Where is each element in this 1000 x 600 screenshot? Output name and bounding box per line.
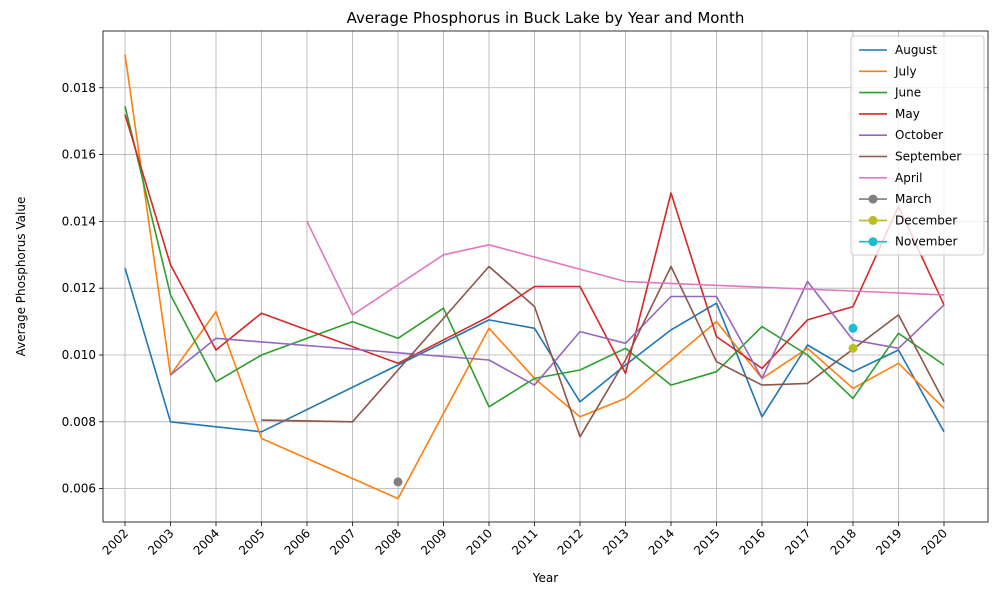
series-line bbox=[261, 265, 945, 438]
series-december bbox=[848, 343, 858, 353]
legend-label: June bbox=[894, 86, 921, 100]
series-october bbox=[169, 280, 945, 386]
data-point bbox=[848, 323, 858, 333]
y-axis: 0.006 0.008 0.010 0.012 0.014 0.016 0.018 bbox=[62, 81, 103, 496]
legend-box bbox=[850, 35, 985, 256]
y-tick-label: 0.010 bbox=[62, 348, 96, 362]
series-line bbox=[124, 54, 945, 500]
y-tick-label: 0.008 bbox=[62, 415, 96, 429]
legend-marker bbox=[868, 194, 878, 204]
legend-label: April bbox=[895, 171, 922, 185]
y-tick-label: 0.006 bbox=[62, 482, 96, 496]
legend-label: November bbox=[895, 235, 957, 249]
series-line bbox=[124, 114, 945, 375]
series-september bbox=[261, 265, 945, 438]
legend-item: April bbox=[859, 171, 922, 185]
legend-item: March bbox=[859, 192, 932, 206]
series-line bbox=[169, 280, 945, 386]
legend-item: August bbox=[859, 43, 937, 57]
series-april bbox=[306, 221, 945, 316]
legend-item: October bbox=[859, 128, 943, 142]
series-line bbox=[306, 221, 945, 316]
series-august bbox=[124, 267, 945, 433]
legend-label: July bbox=[894, 64, 917, 78]
series-group bbox=[124, 54, 945, 500]
legend-item: July bbox=[859, 64, 917, 78]
plot-area bbox=[103, 31, 988, 522]
data-point bbox=[393, 477, 403, 487]
legend-label: December bbox=[895, 213, 957, 227]
legend-item: June bbox=[859, 86, 921, 100]
y-tick-label: 0.014 bbox=[62, 214, 96, 228]
legend-label: October bbox=[895, 128, 943, 142]
legend-label: May bbox=[895, 107, 920, 121]
series-june bbox=[124, 106, 945, 408]
y-tick-label: 0.018 bbox=[62, 81, 96, 95]
series-line bbox=[124, 106, 945, 408]
y-tick-label: 0.016 bbox=[62, 148, 96, 162]
legend-item: May bbox=[859, 107, 920, 121]
series-march bbox=[393, 477, 403, 487]
legend-item: September bbox=[859, 150, 961, 164]
legend-marker bbox=[868, 237, 878, 247]
legend-label: March bbox=[895, 192, 932, 206]
series-november bbox=[848, 323, 858, 333]
y-tick-label: 0.012 bbox=[62, 281, 96, 295]
series-july bbox=[124, 54, 945, 500]
plot-frame bbox=[102, 30, 989, 523]
legend-item: November bbox=[859, 235, 957, 249]
legend: August July June May October September April Ma… bbox=[850, 35, 985, 256]
series-line bbox=[124, 267, 945, 433]
grid bbox=[103, 31, 988, 522]
legend-label: August bbox=[895, 43, 937, 57]
legend-label: September bbox=[895, 150, 961, 164]
series-may bbox=[124, 114, 945, 375]
legend-marker bbox=[868, 215, 878, 225]
x-axis-label: Year bbox=[532, 571, 558, 585]
data-point bbox=[848, 343, 858, 353]
y-axis-label: Average Phosphorus Value bbox=[14, 197, 28, 357]
chart-title: Average Phosphorus in Buck Lake by Year … bbox=[347, 9, 745, 27]
legend-item: December bbox=[859, 213, 957, 227]
